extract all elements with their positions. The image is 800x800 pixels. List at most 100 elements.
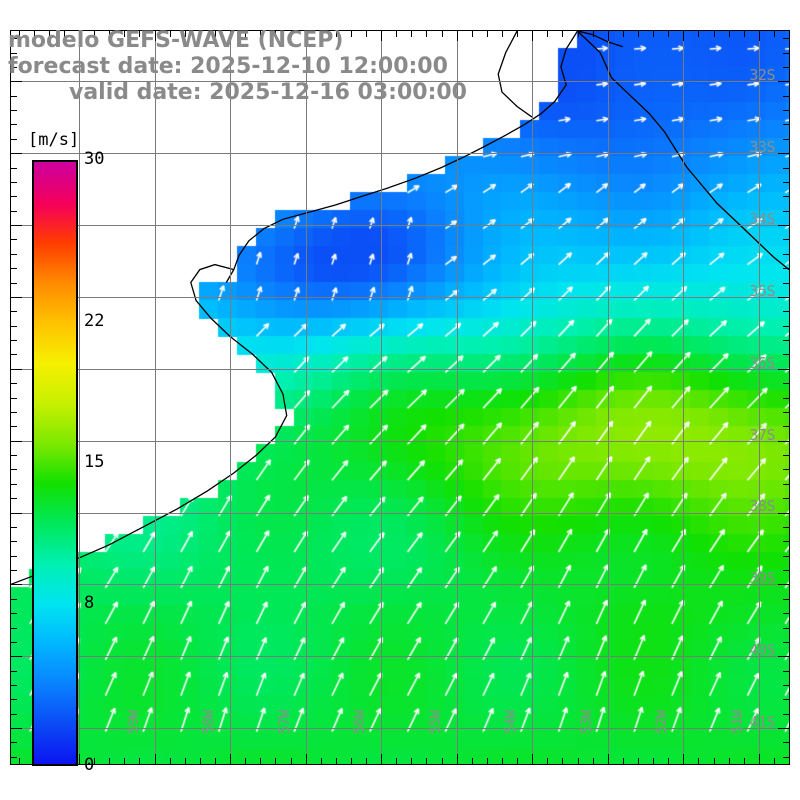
tick-left [11, 296, 22, 298]
tick-top [79, 31, 80, 41]
colorbar-tick-label: 8 [84, 593, 95, 614]
tick-top [154, 31, 156, 41]
tick-bottom [275, 758, 277, 764]
gridline-longitude [456, 31, 458, 764]
tick-left [11, 66, 17, 68]
tick-top [728, 31, 730, 37]
colorbar-tick-label: 22 [84, 310, 105, 331]
latitude-label: 35S [749, 281, 775, 300]
tick-right [783, 268, 789, 270]
tick-right [783, 181, 789, 183]
latitude-label: 40S [749, 641, 775, 660]
latitude-label: 34S [749, 210, 775, 229]
gridline-latitude [11, 512, 789, 514]
tick-right [783, 124, 789, 126]
tick-top [199, 31, 201, 37]
tick-top [48, 31, 50, 37]
tick-bottom [245, 758, 247, 764]
map-frame: 32S33S34S35S36S37S38S39S40S41S60W59W58W5… [10, 30, 790, 765]
tick-left [11, 469, 17, 471]
gridline-latitude [11, 225, 789, 226]
tick-bottom [320, 758, 322, 764]
latitude-label: 39S [749, 569, 775, 588]
longitude-label: 51W [729, 710, 746, 734]
tick-right [783, 383, 789, 385]
tick-left [11, 742, 17, 744]
tick-top [517, 31, 519, 37]
longitude-label: 52W [654, 710, 671, 734]
tick-right [778, 81, 789, 83]
tick-top [743, 31, 745, 37]
tick-left [11, 426, 17, 428]
tick-right [783, 52, 789, 54]
tick-top [109, 31, 111, 37]
tick-right [778, 512, 789, 514]
tick-bottom [305, 754, 307, 764]
tick-bottom [154, 754, 156, 764]
gridline-latitude [11, 656, 789, 658]
tick-left [11, 196, 17, 198]
tick-right [783, 685, 789, 686]
gridline-longitude [230, 31, 231, 764]
tick-right [783, 397, 789, 399]
tick-right [778, 368, 789, 370]
tick-top [411, 31, 413, 37]
tick-right [783, 167, 789, 169]
tick-top [366, 31, 367, 37]
tick-right [783, 742, 789, 744]
tick-left [11, 239, 17, 241]
tick-top [245, 31, 247, 37]
tick-right [783, 66, 789, 68]
tick-left [11, 455, 17, 456]
tick-right [783, 483, 789, 485]
tick-left [11, 138, 17, 140]
tick-top [124, 31, 126, 37]
tick-left [11, 670, 17, 672]
tick-left [11, 555, 17, 557]
tick-left [11, 253, 17, 255]
tick-right [778, 153, 789, 155]
tick-bottom [653, 758, 654, 764]
tick-left [11, 311, 17, 313]
tick-left [11, 411, 17, 413]
tick-bottom [426, 758, 428, 764]
tick-top [260, 31, 262, 37]
colorbar-tick-label: 15 [84, 452, 105, 472]
tick-left [11, 38, 17, 40]
tick-bottom [366, 758, 367, 764]
gridline-longitude [154, 31, 156, 764]
tick-left [11, 383, 17, 385]
tick-right [783, 641, 789, 643]
tick-right [783, 354, 789, 356]
tick-right [778, 440, 789, 442]
tick-right [783, 426, 789, 428]
gridline-latitude [11, 584, 789, 586]
tick-top [275, 31, 277, 37]
tick-bottom [396, 758, 398, 764]
tick-right [778, 296, 789, 298]
tick-top [486, 31, 488, 37]
colorbar-gradient [32, 160, 78, 766]
tick-left [11, 167, 17, 169]
tick-right [783, 627, 789, 629]
tick-top [773, 31, 775, 37]
tick-left [11, 181, 17, 183]
tick-top [607, 31, 609, 41]
gridline-latitude [11, 81, 789, 83]
tick-top [169, 31, 171, 37]
colorbar-unit-label: [m/s] [28, 130, 80, 150]
tick-top [441, 31, 443, 37]
tick-left [11, 440, 22, 442]
tick-bottom [532, 754, 534, 764]
tick-top [502, 31, 503, 37]
tick-top [290, 31, 292, 37]
tick-right [783, 555, 789, 557]
coastline-overlay [11, 31, 789, 585]
tick-top [381, 31, 383, 41]
tick-left [11, 613, 17, 615]
tick-right [783, 455, 789, 456]
tick-left [11, 498, 17, 500]
tick-bottom [547, 758, 549, 764]
longitude-label: 58W [201, 710, 218, 734]
tick-bottom [79, 754, 80, 764]
